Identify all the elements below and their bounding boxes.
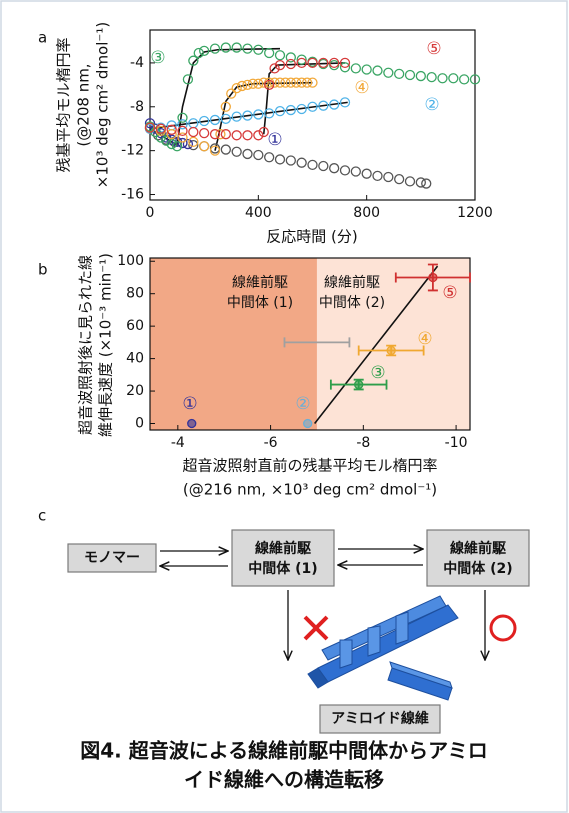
series-label: ① <box>267 130 282 150</box>
series-label: ④ <box>354 78 369 98</box>
y-tick-label: -16 <box>121 187 144 203</box>
node-box <box>232 530 334 586</box>
caption: イド線維への構造転移 <box>184 768 384 792</box>
y-tick-label: -4 <box>130 55 144 71</box>
node-label: 中間体 (2) <box>443 560 512 577</box>
x-tick-label: -6 <box>264 435 278 451</box>
panel-label: c <box>38 507 46 525</box>
x-axis-label: (@216 nm, ×10³ deg cm² dmol⁻¹) <box>183 481 437 499</box>
panel-label: b <box>38 261 48 279</box>
y-tick-label: -12 <box>121 143 144 159</box>
data-point <box>188 420 196 428</box>
region-label: 線維前駆 <box>324 274 380 291</box>
region-label: 中間体 (1) <box>227 295 293 311</box>
x-tick-label: 0 <box>146 205 155 221</box>
data-point <box>429 273 437 281</box>
series-label: ③ <box>150 48 165 68</box>
node-label: 中間体 (1) <box>248 560 317 577</box>
y-tick-label: 60 <box>126 318 144 334</box>
series-label: ② <box>424 95 439 115</box>
y-tick-label: 100 <box>117 253 144 269</box>
node-label: 線維前駆 <box>450 540 506 557</box>
x-tick-label: 1200 <box>457 205 493 221</box>
x-tick-label: 800 <box>353 205 380 221</box>
y-tick-label: 80 <box>126 286 144 302</box>
x-axis-label: 反応時間 (分) <box>266 228 357 246</box>
y-axis-label: (@208 nm, <box>75 63 93 146</box>
data-point <box>387 346 395 354</box>
x-tick-label: -4 <box>171 435 185 451</box>
y-axis-label: ×10³ deg cm² dmol⁻¹) <box>94 22 112 188</box>
data-point <box>304 420 312 428</box>
y-tick-label: 0 <box>135 416 144 432</box>
series-label: ⑤ <box>426 39 441 59</box>
node-label: モノマー <box>84 550 140 566</box>
panel-label: a <box>38 29 47 47</box>
region-label: 中間体 (2) <box>319 295 385 311</box>
series-label: ④ <box>417 329 432 349</box>
region-label: 線維前駆 <box>232 274 288 291</box>
x-tick-label: -10 <box>445 435 468 451</box>
caption: 図4. 超音波による線維前駆中間体からアミロ <box>80 739 487 763</box>
y-tick-label: 40 <box>126 351 144 367</box>
node-label: アミロイド線維 <box>331 710 429 727</box>
x-tick-label: 400 <box>245 205 272 221</box>
x-tick-label: -8 <box>356 435 370 451</box>
y-tick-label: -8 <box>130 99 144 115</box>
y-tick-label: 20 <box>126 383 144 399</box>
series-label: ③ <box>370 363 385 383</box>
node-box <box>427 530 529 586</box>
y-axis-label: 残基平均モル楕円率 <box>55 37 73 172</box>
series-label: ⑤ <box>442 283 457 303</box>
series-label: ① <box>182 394 197 414</box>
series-label: ② <box>295 394 310 414</box>
x-axis-label: 超音波照射直前の残基平均モル楕円率 <box>182 457 437 475</box>
figure: a b c モノマー 線維前駆 中間体 (1) 線維前駆 中間体 (2) <box>0 0 569 813</box>
y-axis-label: 超音波照射後に見られた線 <box>77 255 95 435</box>
node-label: 線維前駆 <box>255 540 311 557</box>
data-point <box>355 381 363 389</box>
y-axis-label: 維伸長速度 (×10⁻³ min⁻¹) <box>97 253 115 437</box>
